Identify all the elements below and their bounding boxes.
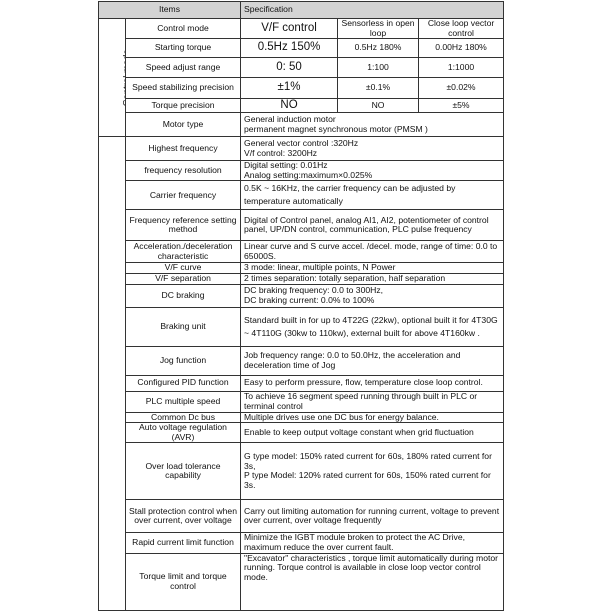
spec-description: 0.5K ~ 16KHz, the carrier frequency can … <box>240 180 505 211</box>
item-name: Torque precision <box>124 98 242 114</box>
item-name: Jog function <box>124 345 242 376</box>
table-row: Starting torque 0.5Hz 150% 0.5Hz 180% 0.00H… <box>99 38 505 59</box>
spec-value: 0: 50 <box>240 57 339 79</box>
spec-value: NO <box>240 98 339 114</box>
spec-description: DC braking frequency: 0.0 to 300Hz, DC b… <box>240 283 505 308</box>
spec-value: ±0.1% <box>337 77 420 100</box>
spec-description: 3 mode: linear, multiple points, N Power <box>240 262 505 274</box>
control-mode-section-label: Control mode <box>98 17 126 138</box>
item-name: Motor type <box>124 112 242 138</box>
spec-description: G type model: 150% rated current for 60s… <box>240 442 505 501</box>
table-row: Acceleration./deceleration characteristi… <box>99 240 505 264</box>
spec-description: Minimize the IGBT module broken to prote… <box>240 532 505 554</box>
spec-description: Enable to keep output voltage constant w… <box>240 422 505 444</box>
function-design-section-label: Function design <box>98 136 126 611</box>
item-name: V/F separation <box>124 272 242 285</box>
spec-value: Close loop vector control <box>418 17 505 40</box>
table-row: Rapid current limit function Minimize the… <box>99 532 505 554</box>
spec-value: 0.5Hz 150% <box>240 38 339 59</box>
table-row: Torque limit and torque control "Excavato… <box>99 552 505 611</box>
table-row: Configured PID function Easy to perform p… <box>99 374 505 392</box>
item-name: Frequency reference setting method <box>124 209 242 242</box>
header-row: Items Specification <box>97 1 505 19</box>
table-row: V/F curve 3 mode: linear, multiple points… <box>99 262 505 274</box>
spec-value: ±5% <box>418 98 505 114</box>
table-row: Jog function Job frequency range: 0.0 to … <box>99 345 505 376</box>
spec-table: Items Specification Control mode Control … <box>97 1 505 611</box>
item-name: Acceleration./deceleration characteristi… <box>124 240 242 264</box>
item-name: Over load tolerance capability <box>124 442 242 501</box>
spec-value: ±0.02% <box>418 77 505 100</box>
spec-description: "Excavator" characteristics , torque lim… <box>240 552 505 611</box>
table-row: frequency resolution Digital setting: 0.0… <box>99 160 505 182</box>
table-row: Speed adjust range 0: 50 1:100 1:1000 <box>99 57 505 79</box>
item-name: Control mode <box>124 17 242 40</box>
item-name: Auto voltage regulation (AVR) <box>124 422 242 444</box>
table-row: Braking unit Standard built in for up to … <box>99 306 505 347</box>
spec-description: Carry out limiting automation for runnin… <box>240 499 505 534</box>
spec-description: Easy to perform pressure, flow, temperat… <box>240 374 505 392</box>
item-name: Speed adjust range <box>124 57 242 79</box>
item-name: Braking unit <box>124 306 242 347</box>
table-row: DC braking DC braking frequency: 0.0 to 3… <box>99 283 505 308</box>
spec-value: 1:1000 <box>418 57 505 79</box>
item-name: Stall protection control when over curre… <box>124 499 242 534</box>
spec-description: 2 times separation: totally separation, … <box>240 272 505 285</box>
table-row: Auto voltage regulation (AVR) Enable to k… <box>99 422 505 444</box>
table-row: Over load tolerance capability G type mod… <box>99 442 505 501</box>
spec-value: NO <box>337 98 420 114</box>
spec-description: Digital setting: 0.01Hz Analog setting:m… <box>240 160 505 182</box>
item-name: DC braking <box>124 283 242 308</box>
header-items: Items <box>97 1 242 19</box>
spec-value: ±1% <box>240 77 339 100</box>
spec-description: Standard built in for up to 4T22G (22kw)… <box>240 306 505 347</box>
item-name: Common Dc bus <box>124 411 242 424</box>
header-specification: Specification <box>240 1 505 19</box>
item-name: Rapid current limit function <box>124 532 242 554</box>
item-name: PLC multiple speed <box>124 390 242 413</box>
spec-description: Linear curve and S curve accel. /decel. … <box>240 240 505 264</box>
spec-description: To achieve 16 segment speed running thro… <box>240 390 505 413</box>
item-name: V/F curve <box>124 262 242 274</box>
item-name: Configured PID function <box>124 374 242 392</box>
item-name: Torque limit and torque control <box>124 552 242 611</box>
spec-description: General induction motor permanent magnet… <box>240 112 505 138</box>
table-row: Carrier frequency 0.5K ~ 16KHz, the carri… <box>99 180 505 211</box>
item-name: Starting torque <box>124 38 242 59</box>
table-row: Control mode Control mode V/F control Senso… <box>98 17 505 138</box>
table-row: Function designHighest frequencyGeneral … <box>98 136 505 611</box>
table-row: Speed stabilizing precision ±1% ±0.1% ±0.02… <box>99 77 505 100</box>
spec-value: Sensorless in open loop <box>337 17 420 40</box>
table-row: Common Dc bus Multiple drives use one DC … <box>99 411 505 424</box>
table-row: PLC multiple speed To achieve 16 segment … <box>99 390 505 413</box>
item-name: Carrier frequency <box>124 180 242 211</box>
spec-description: Multiple drives use one DC bus for energ… <box>240 411 505 424</box>
spec-value: V/F control <box>240 17 339 40</box>
item-name: Highest frequency <box>124 136 242 162</box>
table-row: V/F separation 2 times separation: totall… <box>99 272 505 285</box>
table-row: Torque precision NO NO ±5% <box>99 98 505 114</box>
table-row: Motor type General induction motor perman… <box>99 112 505 138</box>
item-name: frequency resolution <box>124 160 242 182</box>
spec-description: General vector control :320Hz V/f contro… <box>240 136 505 162</box>
spec-description: Digital of Control panel, analog AI1, AI… <box>240 209 505 242</box>
table-row: Frequency reference setting method Digita… <box>99 209 505 242</box>
spec-value: 0.5Hz 180% <box>337 38 420 59</box>
spec-description: Job frequency range: 0.0 to 50.0Hz, the … <box>240 345 505 376</box>
item-name: Speed stabilizing precision <box>124 77 242 100</box>
table-row: Stall protection control when over curre… <box>99 499 505 534</box>
spec-value: 1:100 <box>337 57 420 79</box>
spec-value: 0.00Hz 180% <box>418 38 505 59</box>
